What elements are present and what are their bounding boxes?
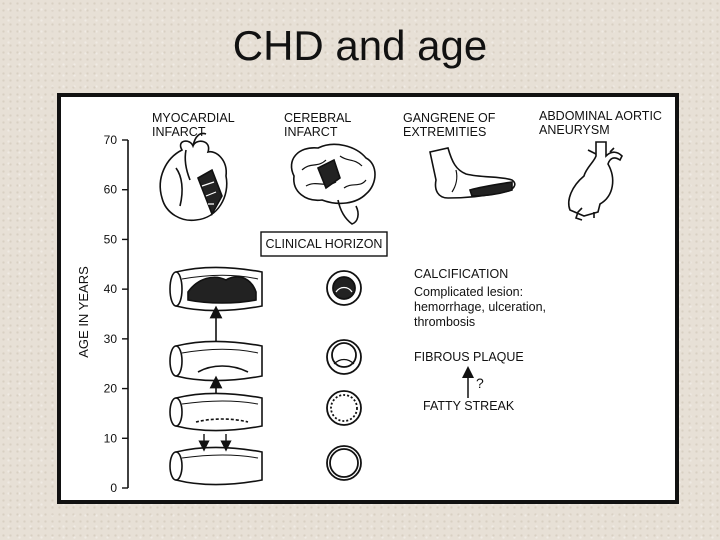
artery-segment-5 <box>169 446 263 486</box>
clinical-horizon-label: CLINICAL HORIZON <box>266 237 383 251</box>
aorta-illustration <box>568 141 623 221</box>
artery-segment-15 <box>169 392 263 432</box>
cerebral-line2: INFARCT <box>284 125 338 139</box>
slide-title: CHD and age <box>232 22 488 69</box>
myocardial-line1: MYOCARDIAL <box>152 111 235 125</box>
complicated-lesion-line1: Complicated lesion: <box>414 285 523 299</box>
axis-label: AGE IN YEARS <box>76 266 91 358</box>
age-axis: 70 60 50 40 30 20 10 0 AGE IN YEARS <box>76 133 129 495</box>
question-mark: ? <box>476 375 484 391</box>
artery-segment-40 <box>169 266 263 312</box>
header-gangrene: GANGRENE OF EXTREMITIES <box>403 111 496 139</box>
calcification-label: CALCIFICATION <box>414 267 508 281</box>
header-myocardial-infarct: MYOCARDIAL INFARCT <box>152 111 235 139</box>
gangrene-line2: EXTREMITIES <box>403 125 486 139</box>
brain-illustration <box>290 143 376 225</box>
aortic-line2: ANEURYSM <box>539 123 610 137</box>
gangrene-line1: GANGRENE OF <box>403 111 496 125</box>
cross-section-normal <box>326 445 362 481</box>
axis-tick-label: 70 <box>104 133 118 147</box>
axis-tick-label: 20 <box>104 382 118 396</box>
cerebral-line1: CEREBRAL <box>284 111 351 125</box>
aortic-line1: ABDOMINAL AORTIC <box>539 109 662 123</box>
header-cerebral-infarct: CEREBRAL INFARCT <box>284 111 351 139</box>
axis-tick-label: 30 <box>104 332 118 346</box>
axis-tick-label: 50 <box>104 232 118 246</box>
clinical-horizon-box: CLINICAL HORIZON <box>260 231 388 257</box>
myocardial-line2: INFARCT <box>152 125 206 139</box>
header-aortic-aneurysm: ABDOMINAL AORTIC ANEURYSM <box>539 109 662 137</box>
cross-section-calcified <box>326 270 362 306</box>
axis-tick-label: 10 <box>104 431 118 445</box>
artery-segment-25 <box>169 340 263 382</box>
fatty-streak-label: FATTY STREAK <box>423 399 515 413</box>
foot-illustration <box>429 147 516 199</box>
complicated-lesion-line3: thrombosis <box>414 315 475 329</box>
heart-illustration <box>159 132 228 222</box>
complicated-lesion-line2: hemorrhage, ulceration, <box>414 300 546 314</box>
axis-tick-label: 60 <box>104 183 118 197</box>
fibrous-plaque-label: FIBROUS PLAQUE <box>414 350 524 364</box>
cross-section-fatty <box>326 390 362 426</box>
cross-section-fibrous <box>326 339 362 375</box>
axis-tick-label: 0 <box>110 481 117 495</box>
axis-tick-label: 40 <box>104 282 118 296</box>
